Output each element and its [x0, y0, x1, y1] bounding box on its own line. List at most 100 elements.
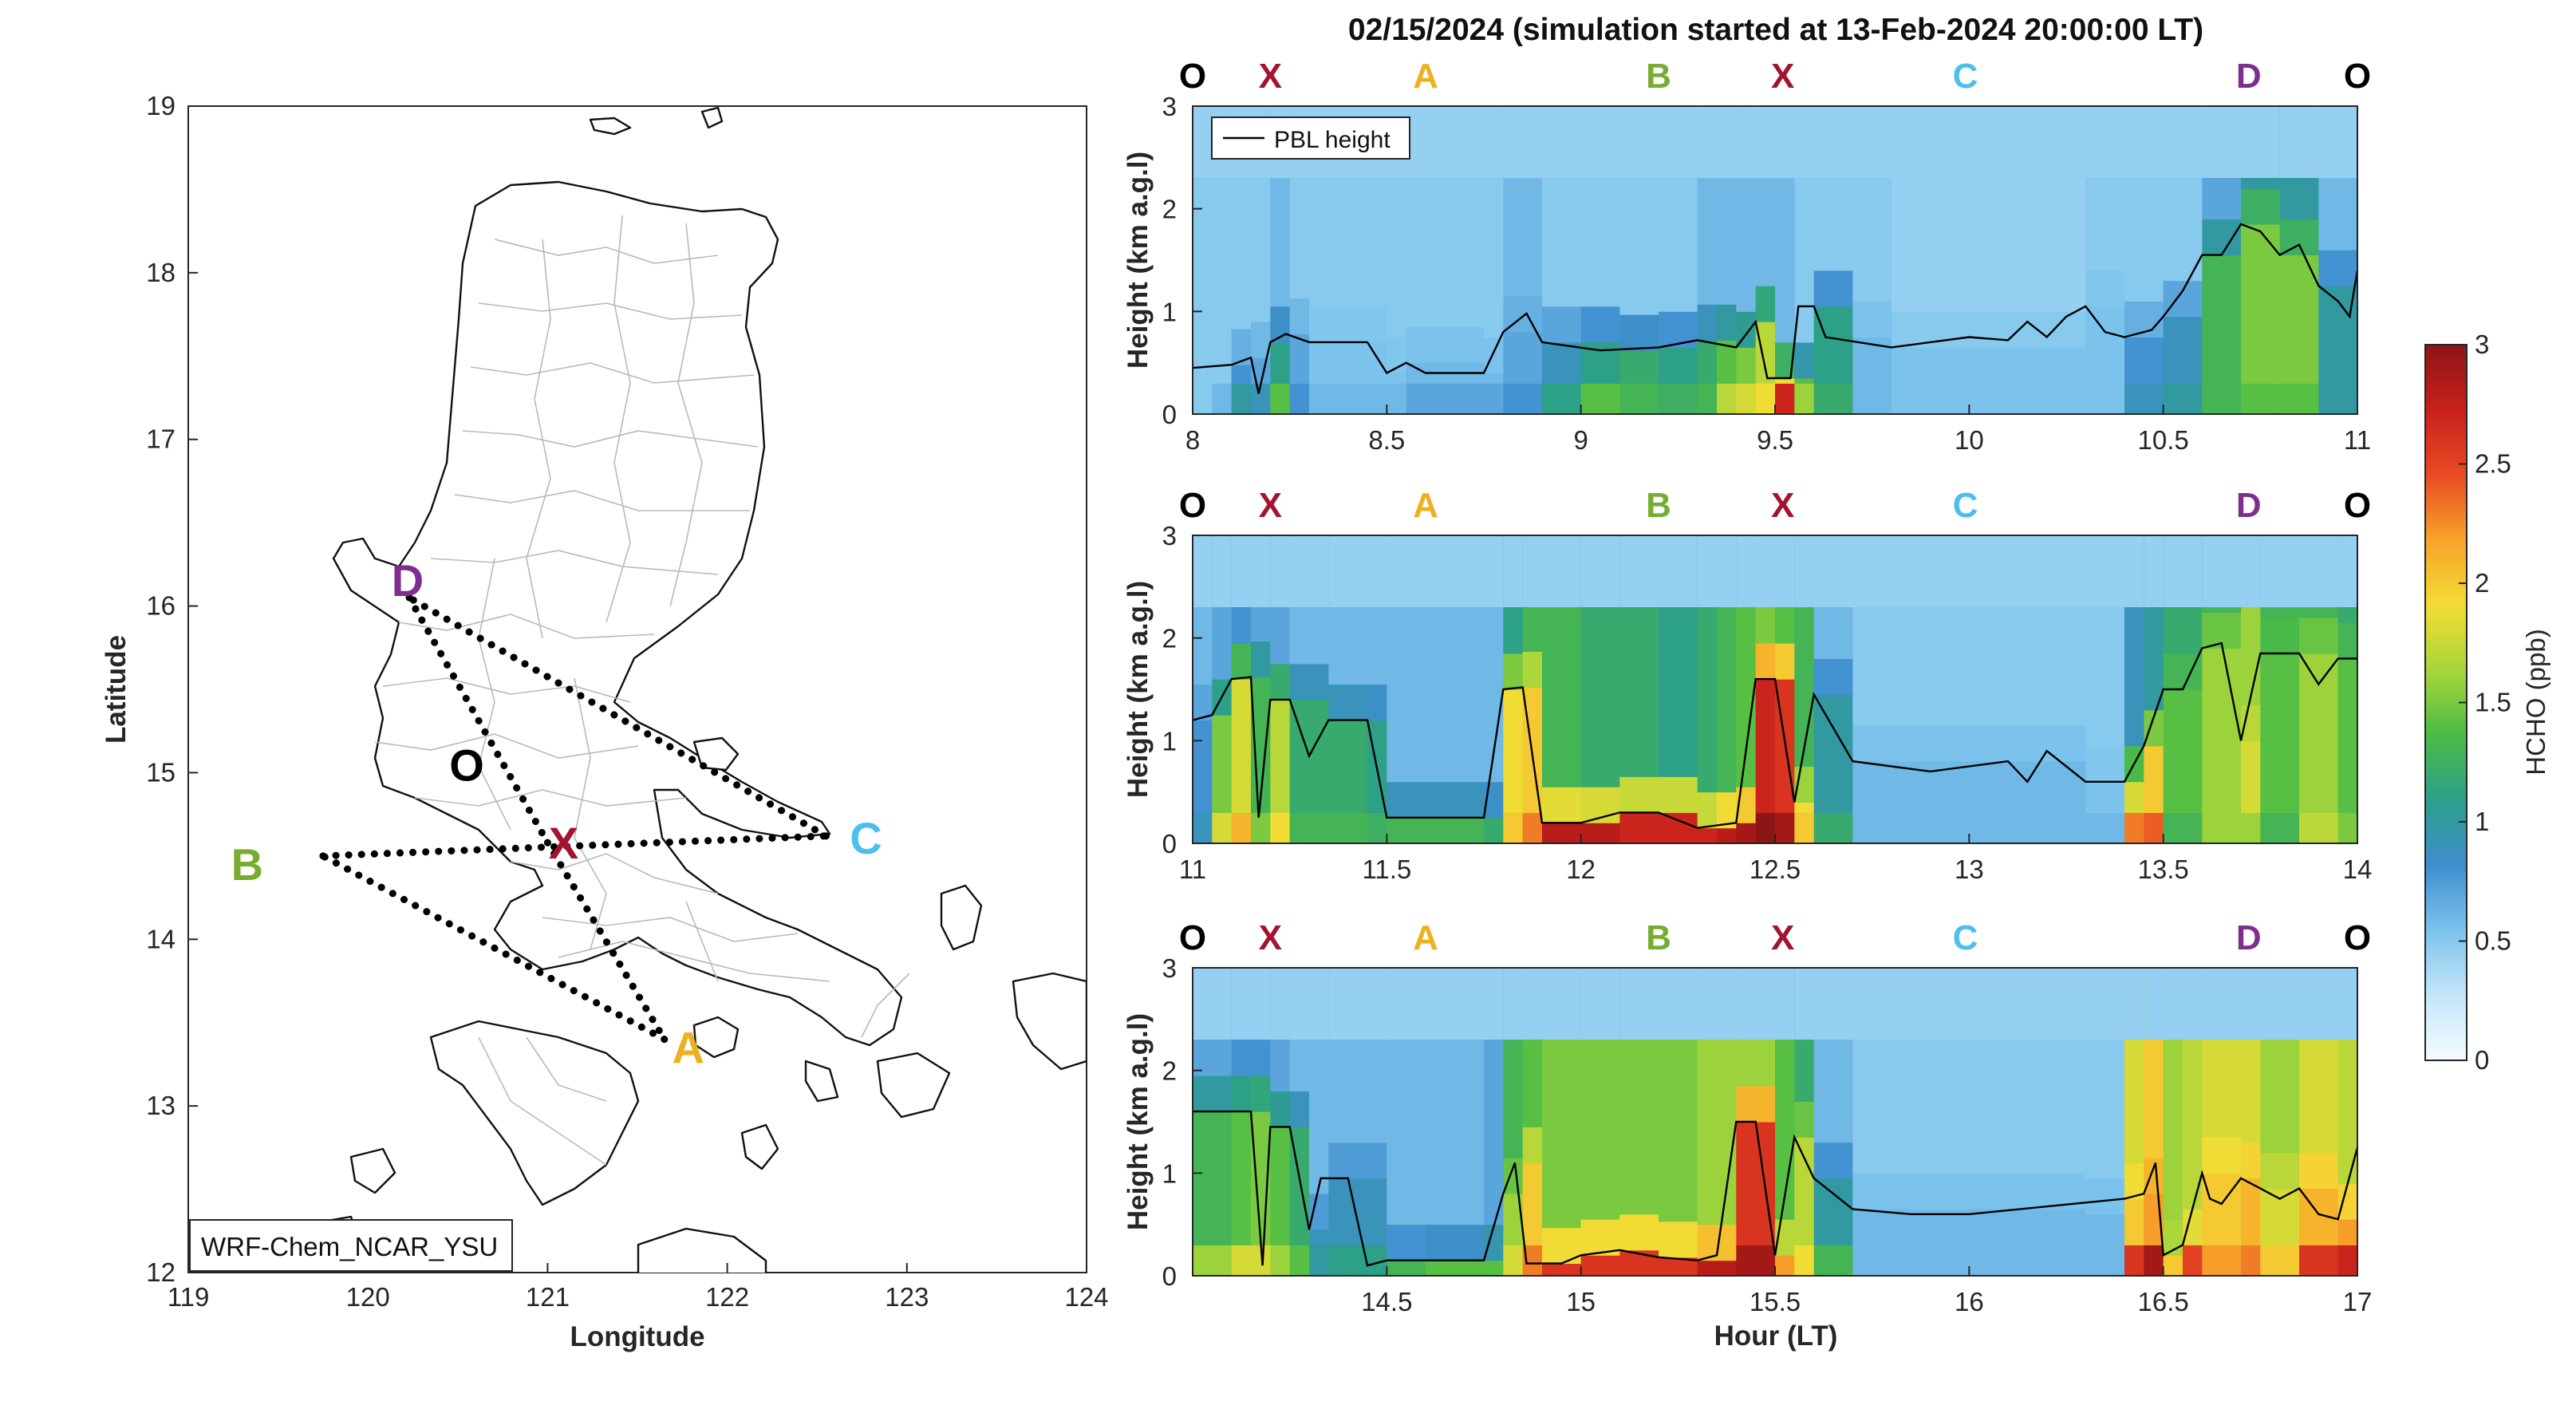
hcho-cell: [1736, 1245, 1776, 1277]
map-y-tick-label: 17: [146, 424, 176, 454]
hcho-cell: [1289, 334, 1310, 384]
hcho-cell: [1736, 1122, 1776, 1245]
hcho-cell: [1309, 383, 1388, 415]
hcho-cell: [1328, 720, 1368, 813]
hcho-cell: [1659, 968, 1698, 1040]
pbl-height-line: [1192, 223, 2359, 394]
hcho-cell: [2144, 968, 2164, 1040]
map-x-tick-label: 122: [705, 1282, 749, 1312]
map-y-tick-label: 13: [146, 1091, 176, 1120]
hcho-cell: [1503, 1245, 1524, 1277]
hcho-cell: [1193, 720, 1213, 813]
hcho-cell: [1387, 383, 1407, 415]
map-x-label: Longitude: [570, 1321, 704, 1352]
hcho-cell: [2337, 622, 2358, 659]
hcho-cell: [1484, 817, 1505, 844]
hcho-cell: [2163, 1255, 2183, 1277]
hcho-cell: [1542, 306, 1582, 343]
hcho-cell: [2085, 781, 2125, 813]
hcho-cell: [1755, 812, 1776, 844]
hcho-cell: [1193, 368, 1213, 384]
hcho-cell: [1619, 776, 1659, 813]
hcho-cell: [2279, 383, 2320, 415]
hcho-cell: [1813, 270, 1854, 307]
hcho-cell: [1193, 812, 1213, 844]
y-tick-label: 1: [1162, 297, 1177, 326]
hcho-cell: [1717, 106, 1738, 179]
hcho-cell: [1659, 311, 1698, 348]
hcho-cell: [1231, 1245, 1252, 1277]
hcho-cell: [1387, 781, 1485, 819]
hcho-cell: [1309, 341, 1388, 384]
hcho-cell: [1289, 1245, 1310, 1277]
hcho-cell: [2144, 812, 2164, 844]
hcho-cell: [2085, 968, 2125, 1040]
hcho-cell: [1270, 968, 1291, 1040]
hcho-cell: [1406, 383, 1485, 415]
x-tick-label: 8: [1185, 425, 1200, 455]
map-y-tick-label: 12: [146, 1257, 176, 1287]
hcho-cell: [2241, 812, 2262, 844]
hcho-cell: [1522, 1162, 1543, 1245]
hcho-cell: [2279, 106, 2320, 179]
hcho-cell: [2183, 1209, 2203, 1245]
waypoint-label: C: [1953, 486, 1978, 525]
hcho-cell: [1503, 653, 1524, 690]
x-tick-label: 10.5: [2138, 425, 2189, 455]
hcho-cell: [1231, 679, 1252, 813]
hcho-cell: [2260, 653, 2300, 813]
hcho-cell: [2163, 316, 2203, 384]
x-tick-label: 15: [1566, 1287, 1596, 1316]
hcho-cell: [1484, 383, 1505, 415]
waypoint-label: X: [1771, 486, 1794, 525]
hcho-cell: [1717, 827, 1738, 844]
hcho-cell: [1697, 1260, 1738, 1277]
hcho-cell: [2241, 1178, 2262, 1245]
waypoint-label: X: [1259, 486, 1282, 525]
hcho-cell: [1522, 535, 1543, 608]
hcho-cell: [1717, 304, 1738, 341]
hcho-cell: [1775, 377, 1796, 384]
hcho-cell: [1755, 106, 1776, 179]
hcho-cell: [1813, 383, 1854, 415]
colorbar-tick-label: 2: [2475, 568, 2489, 598]
map-point-b: B: [231, 839, 263, 890]
hcho-cell: [1736, 1085, 1776, 1123]
hcho-cell: [2299, 617, 2339, 654]
waypoint-label: C: [1953, 918, 1978, 957]
hcho-cell: [1717, 383, 1738, 415]
hcho-cell: [1580, 823, 1621, 844]
x-tick-label: 14.5: [1361, 1287, 1412, 1316]
hcho-cell: [2337, 968, 2358, 1040]
hcho-cell: [1736, 383, 1757, 415]
hcho-cell: [1270, 1091, 1291, 1127]
hcho-cell: [1794, 802, 1815, 813]
hcho-cell: [1387, 1224, 1426, 1261]
hcho-cell: [2085, 745, 2125, 783]
colorbar-ticks: 0 0.5 1 1.5 2 2.5 3: [2459, 330, 2511, 1075]
hcho-cell: [1580, 106, 1621, 179]
hcho-cell: [1697, 383, 1718, 415]
hcho-cell: [1813, 694, 1854, 813]
x-tick-label: 16.5: [2138, 1287, 2189, 1316]
hcho-cell: [2085, 1245, 2125, 1277]
hcho-cell: [2085, 1214, 2125, 1245]
hcho-cell: [2144, 745, 2164, 813]
hcho-cell: [2260, 1152, 2300, 1190]
hcho-cell: [1852, 535, 2087, 608]
track-segment: [319, 852, 669, 1044]
hcho-cell: [1212, 715, 1233, 813]
hcho-cell: [2163, 280, 2203, 318]
hcho-cell: [2163, 689, 2183, 813]
hcho-cell: [1328, 535, 1368, 608]
hcho-cell: [2202, 106, 2242, 179]
hcho-cell: [1794, 535, 1815, 608]
hcho-cell: [1289, 383, 1310, 415]
hcho-cell: [1775, 1255, 1796, 1277]
hcho-cell: [2202, 383, 2242, 415]
colorbar-label: HCHO (ppb): [2521, 629, 2550, 775]
hcho-cell: [1717, 535, 1738, 608]
hcho-cell: [1367, 812, 1388, 844]
hcho-cell: [2183, 812, 2203, 844]
